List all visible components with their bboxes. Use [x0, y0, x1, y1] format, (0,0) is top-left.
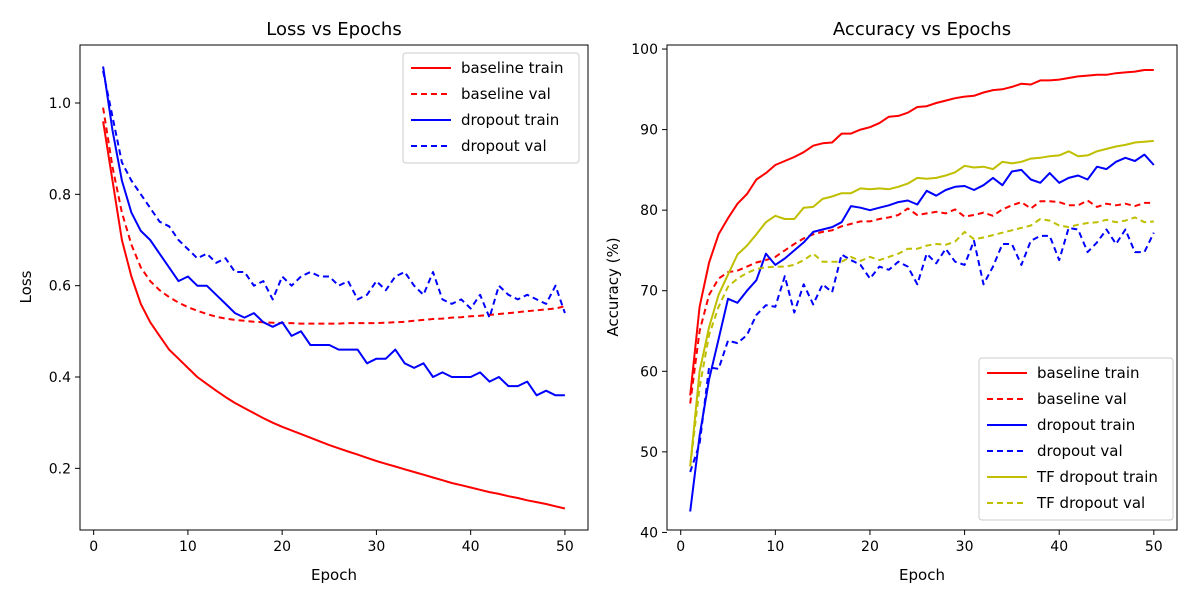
accuracy-legend-label-tf-dropout-val: TF dropout val: [1036, 494, 1145, 512]
accuracy-series-dropout-train: [689, 153, 1155, 512]
accuracy-series-tf-dropout-train: [689, 139, 1154, 467]
loss-x-tick-label: 0: [89, 539, 98, 555]
loss-series-dropout-train: [102, 66, 565, 397]
loss-x-tick-label: 40: [462, 539, 480, 555]
loss-legend-label-baseline-train: baseline train: [461, 59, 564, 77]
accuracy-legend: baseline train baseline val dropout train d…: [978, 357, 1174, 521]
accuracy-plot-frame: [666, 44, 1178, 531]
loss-x-tick-label: 30: [367, 539, 385, 555]
loss-legend-box: [402, 52, 580, 164]
accuracy-x-ticks: 0 10 20 30 40 50: [676, 530, 1163, 555]
accuracy-y-tick-label: 70: [640, 284, 658, 300]
accuracy-legend-label-baseline-val: baseline val: [1037, 390, 1127, 408]
accuracy-x-tick-label: 10: [766, 539, 784, 555]
loss-legend-label-dropout-train: dropout train: [461, 111, 559, 129]
accuracy-x-tick-label: 30: [956, 539, 974, 555]
loss-chart-title: Loss vs Epochs: [266, 19, 401, 40]
accuracy-y-axis-label: Accuracy (%): [604, 237, 622, 336]
accuracy-y-tick-label: 60: [640, 364, 658, 380]
accuracy-legend-box: [978, 357, 1174, 521]
accuracy-chart-title: Accuracy vs Epochs: [833, 19, 1011, 40]
accuracy-series-baseline-val: [689, 199, 1154, 404]
loss-x-axis-label: Epoch: [311, 566, 357, 584]
loss-plot-frame: [79, 44, 589, 531]
loss-chart-panel: 0 10 20 30 40 50 0.2 0.4 0.6 0.8 1.0 Loss vs Epoc…: [17, 19, 589, 584]
accuracy-legend-label-tf-dropout-train: TF dropout train: [1036, 468, 1158, 486]
loss-series-baseline-val: [102, 107, 566, 325]
accuracy-legend-label-dropout-val: dropout val: [1037, 442, 1123, 460]
loss-y-axis-label: Loss: [17, 270, 35, 303]
loss-y-tick-label: 0.4: [49, 370, 71, 386]
accuracy-series-layer: [689, 69, 1155, 512]
accuracy-x-tick-label: 40: [1050, 539, 1068, 555]
accuracy-y-tick-label: 100: [631, 42, 658, 58]
loss-y-tick-label: 0.6: [49, 279, 71, 295]
loss-y-ticks: 0.2 0.4 0.6 0.8 1.0: [49, 96, 80, 477]
accuracy-chart-panel: 0 10 20 30 40 50 40 50 60 70 80 90 100 Accuracy vs …: [604, 19, 1178, 584]
accuracy-legend-label-dropout-train: dropout train: [1037, 416, 1135, 434]
accuracy-y-tick-label: 90: [640, 123, 658, 139]
accuracy-y-ticks: 40 50 60 70 80 90 100: [631, 42, 667, 541]
accuracy-x-axis-label: Epoch: [899, 566, 945, 584]
loss-x-tick-label: 50: [556, 539, 574, 555]
accuracy-y-tick-label: 50: [640, 445, 658, 461]
loss-legend-label-baseline-val: baseline val: [461, 85, 551, 103]
accuracy-series-tf-dropout-val: [689, 216, 1154, 467]
accuracy-x-tick-label: 20: [861, 539, 879, 555]
loss-x-ticks: 0 10 20 30 40 50: [89, 530, 574, 555]
loss-y-tick-label: 0.8: [49, 187, 71, 203]
loss-series-layer: [102, 66, 566, 510]
accuracy-x-tick-label: 0: [676, 539, 685, 555]
loss-series-baseline-train: [102, 121, 566, 510]
accuracy-x-tick-label: 50: [1145, 539, 1163, 555]
accuracy-legend-label-baseline-train: baseline train: [1037, 364, 1140, 382]
loss-series-dropout-val: [102, 70, 566, 319]
loss-y-tick-label: 0.2: [49, 461, 71, 477]
loss-y-tick-label: 1.0: [49, 96, 71, 112]
accuracy-series-baseline-train: [689, 69, 1154, 396]
loss-legend-label-dropout-val: dropout val: [461, 137, 547, 155]
accuracy-series-dropout-val: [689, 226, 1155, 473]
loss-x-tick-label: 20: [273, 539, 291, 555]
accuracy-y-tick-label: 80: [640, 203, 658, 219]
accuracy-y-tick-label: 40: [640, 525, 658, 541]
loss-legend: baseline train baseline val dropout train d…: [402, 52, 580, 164]
loss-x-tick-label: 10: [179, 539, 197, 555]
